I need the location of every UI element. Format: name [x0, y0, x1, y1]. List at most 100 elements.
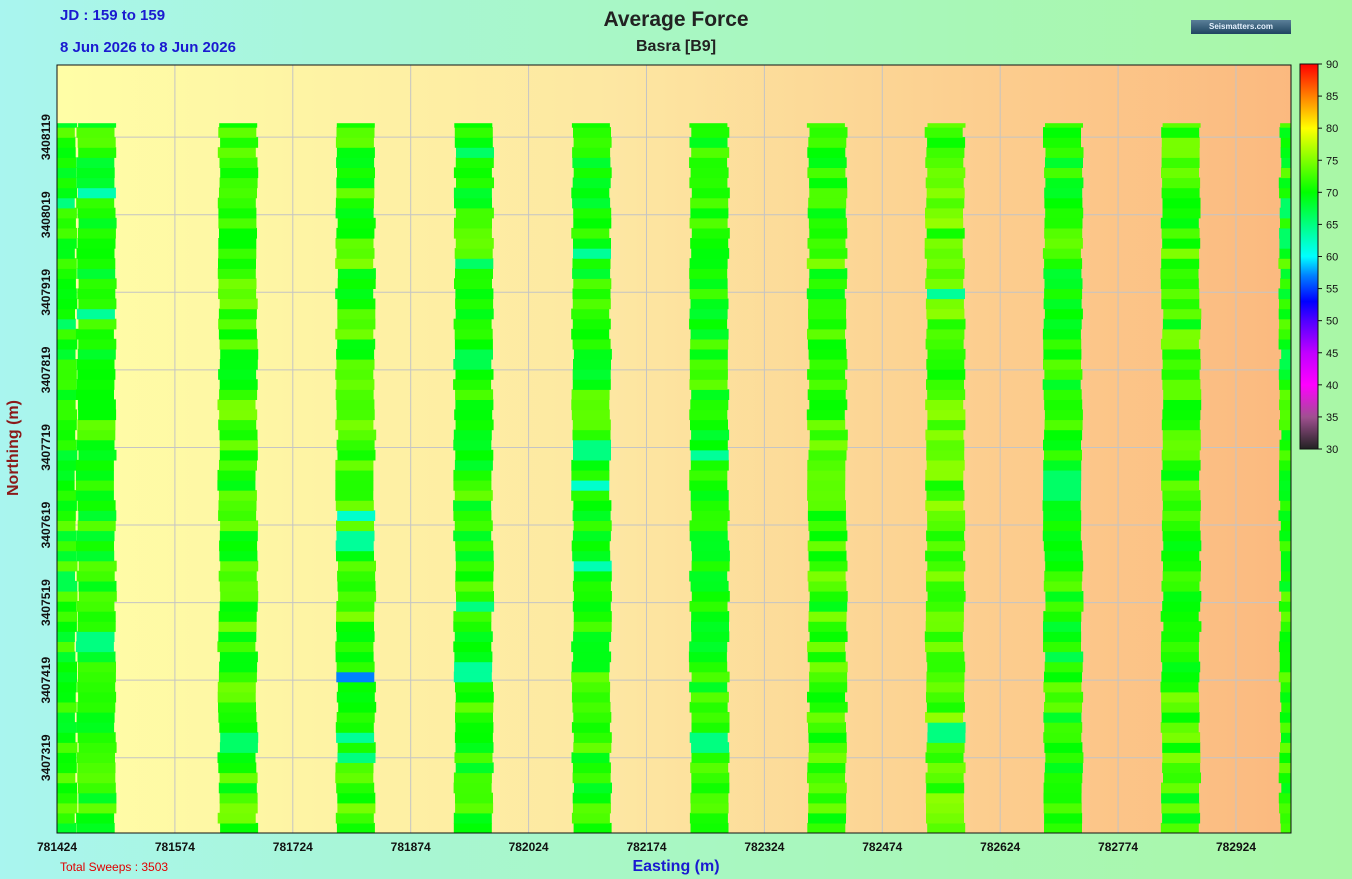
force-cell	[455, 792, 493, 804]
force-cell	[1279, 580, 1291, 592]
force-cell	[1278, 338, 1291, 350]
force-cell	[76, 822, 115, 833]
force-cell	[573, 127, 611, 138]
force-cell	[691, 550, 730, 562]
force-cell	[455, 540, 494, 552]
force-cell	[219, 429, 258, 441]
force-cell	[1315, 631, 1352, 642]
force-cell	[691, 621, 729, 632]
force-cell	[689, 308, 728, 320]
force-cell	[1162, 359, 1201, 370]
force-cell	[78, 147, 117, 158]
force-cell	[1315, 480, 1352, 491]
force-cell	[808, 520, 847, 532]
force-cell	[218, 570, 257, 582]
force-cell	[573, 439, 611, 451]
force-cell	[690, 490, 729, 501]
total-sweeps: Total Sweeps : 3503	[60, 860, 169, 874]
force-cell	[925, 641, 964, 653]
force-cell	[220, 348, 259, 360]
force-cell	[689, 681, 728, 693]
force-cell	[573, 248, 611, 259]
force-cell	[76, 127, 115, 138]
force-cell	[1280, 742, 1291, 753]
force-cell	[925, 207, 963, 219]
force-cell	[1280, 197, 1291, 209]
force-cell	[456, 147, 494, 158]
colorbar-tick-label: 70	[1326, 187, 1338, 199]
force-cell	[455, 722, 494, 733]
force-cell	[336, 671, 375, 683]
force-cell	[1280, 691, 1291, 703]
force-cell	[1045, 207, 1084, 219]
force-cell	[57, 369, 77, 380]
force-cell	[218, 621, 257, 632]
force-cell	[453, 469, 492, 481]
force-cell	[219, 540, 258, 552]
force-cell	[1279, 540, 1291, 552]
x-tick-label: 782474	[862, 840, 902, 854]
force-cell	[573, 238, 611, 249]
force-cell	[809, 601, 848, 612]
force-cell	[1161, 127, 1200, 138]
force-cell	[926, 147, 965, 158]
force-cell	[57, 248, 75, 259]
force-cell	[57, 399, 76, 411]
force-cell	[925, 570, 964, 582]
force-cell	[57, 459, 77, 471]
force-cell	[219, 722, 258, 733]
force-cell	[689, 318, 728, 330]
force-cell	[57, 469, 75, 481]
force-cell	[574, 782, 612, 794]
force-cell	[927, 409, 966, 421]
company-logo: Seismatters.com	[1191, 20, 1291, 34]
force-cell	[925, 550, 964, 562]
y-tick-label: 3407519	[39, 579, 53, 626]
force-cell	[77, 429, 116, 441]
force-cell	[75, 328, 114, 340]
force-cell	[337, 338, 376, 350]
force-cell	[1316, 399, 1352, 410]
force-cell	[1279, 389, 1291, 400]
force-cell	[1160, 681, 1199, 693]
force-cell	[57, 792, 78, 804]
force-cell	[336, 227, 375, 239]
force-cell	[807, 469, 846, 481]
force-cell	[1043, 580, 1082, 592]
force-cell	[925, 752, 964, 763]
force-cell	[336, 520, 374, 532]
force-cell	[1044, 409, 1083, 421]
force-cell	[689, 137, 728, 148]
force-cell	[1161, 369, 1200, 380]
force-cell	[78, 449, 117, 461]
force-cell	[1161, 288, 1200, 300]
force-cell	[57, 258, 77, 269]
force-cell	[1043, 681, 1082, 693]
force-cell	[1044, 570, 1083, 582]
force-cell	[220, 137, 259, 148]
force-cell	[690, 459, 729, 471]
force-cell	[76, 550, 115, 562]
force-cell	[1162, 742, 1201, 753]
force-cell	[78, 217, 117, 229]
force-cell	[78, 338, 117, 350]
force-cell	[337, 167, 375, 179]
force-cell	[1281, 157, 1291, 168]
force-cell	[78, 510, 117, 521]
x-tick-label: 782924	[1216, 840, 1256, 854]
force-cell	[57, 722, 77, 733]
force-cell	[57, 167, 77, 179]
force-cell	[1044, 419, 1083, 431]
force-cell	[1281, 611, 1291, 622]
force-cell	[689, 701, 728, 713]
force-cell	[453, 510, 492, 521]
force-cell	[1043, 510, 1082, 521]
force-cell	[454, 732, 493, 743]
force-cell	[57, 308, 75, 320]
force-cell	[78, 591, 117, 602]
force-cell	[571, 308, 610, 320]
force-cell	[808, 308, 846, 320]
force-cell	[1316, 783, 1352, 794]
force-cell	[572, 147, 611, 158]
force-cell	[690, 197, 729, 209]
